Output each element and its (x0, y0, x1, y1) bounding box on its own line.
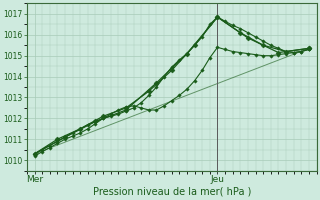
X-axis label: Pression niveau de la mer( hPa ): Pression niveau de la mer( hPa ) (92, 187, 251, 197)
